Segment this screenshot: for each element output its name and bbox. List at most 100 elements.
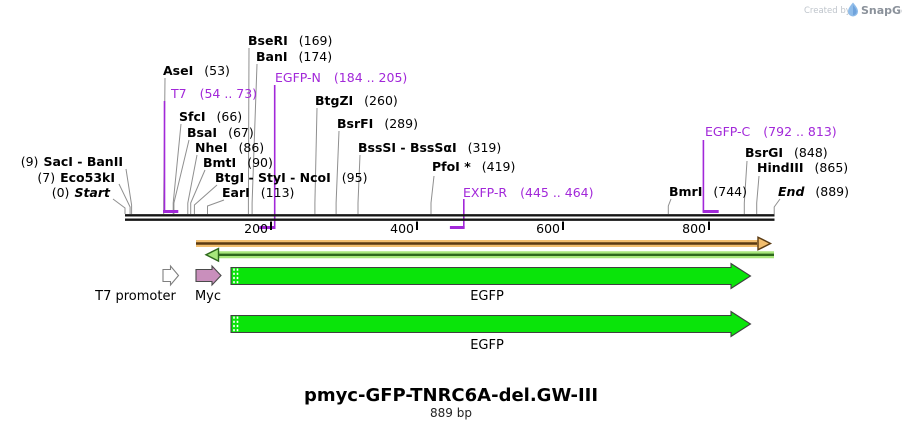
enzyme-label-eco53kI[interactable]: (7) Eco53kI: [37, 171, 115, 184]
t7-promoter-label[interactable]: T7 promoter: [95, 289, 176, 304]
enzyme-name: BsaI: [187, 125, 218, 140]
primer-label-t7[interactable]: T7 (54 .. 73): [171, 87, 257, 100]
enzyme-pos: (289): [384, 116, 418, 131]
myc-label[interactable]: Myc: [194, 289, 222, 304]
map-title: pmyc-GFP-TNRC6A-del.GW-III: [303, 385, 599, 406]
snapgene-logo-icon: [848, 2, 858, 17]
enzyme-pos: (174): [298, 49, 333, 64]
enzyme-label-pfoI[interactable]: PfoI * (419): [432, 160, 515, 173]
egfp-arrow-1[interactable]: [230, 262, 752, 290]
enzyme-name: BtgZI: [315, 93, 354, 108]
enzyme-label-bssSI[interactable]: BssSI - BssSαI (319): [358, 141, 501, 154]
watermark-brand: SnapGene: [861, 4, 902, 17]
enzyme-name: BsrFI: [337, 116, 374, 131]
enzyme-label-btgZI[interactable]: BtgZI (260): [315, 94, 398, 107]
enzyme-label-bmrI[interactable]: BmrI (744): [669, 185, 747, 198]
myc-arrow[interactable]: [195, 264, 222, 287]
leader-pfoI: [430, 175, 435, 214]
primer-name: T7: [171, 86, 187, 101]
map-length: 889 bp: [430, 406, 472, 420]
sequence-end-label[interactable]: End (889): [778, 185, 849, 198]
enzyme-pos: (7): [37, 170, 56, 185]
leader-bmtI: [190, 169, 206, 214]
enzyme-name: BmrI: [669, 184, 703, 199]
primer-marks: [163, 85, 719, 229]
primer-name: EGFP-C: [705, 124, 751, 139]
enzyme-label-bsrFI[interactable]: BsrFI (289): [337, 117, 418, 130]
watermark-created-by: Created by: [804, 6, 851, 16]
enzyme-pos: (744): [713, 184, 747, 199]
enzyme-label-bmtI[interactable]: BmtI (90): [203, 156, 273, 169]
egfp-label-1[interactable]: EGFP: [470, 289, 504, 304]
enzyme-name: EarI: [222, 185, 250, 200]
enzyme-label-sfcI[interactable]: SfcI (66): [179, 110, 242, 123]
enzyme-label-bsaI[interactable]: BsaI (67): [187, 126, 254, 139]
enzyme-name: HindIII: [757, 160, 804, 175]
enzyme-name: BsrGI: [745, 145, 784, 160]
orf-arrow-forward[interactable]: [196, 236, 773, 251]
leader-bssSI: [357, 154, 361, 214]
enzyme-pos: (66): [216, 109, 243, 124]
enzyme-label-btgI-styI-ncoI[interactable]: BtgI - StyI - NcoI (95): [215, 171, 367, 184]
enzyme-pos: (169): [298, 33, 333, 48]
primer-range: (54 .. 73): [199, 86, 258, 101]
leader-sacI: [125, 168, 133, 214]
primer-name: EGFP-N: [275, 70, 321, 85]
enzyme-label-earI[interactable]: EarI (113): [222, 186, 294, 199]
enzyme-name: BtgI - StyI - NcoI: [215, 170, 331, 185]
leader-bsrGI: [743, 160, 748, 214]
end-pos: (889): [815, 184, 850, 199]
enzyme-label-bsrGI[interactable]: BsrGI (848): [745, 146, 828, 159]
enzyme-pos: (95): [341, 170, 368, 185]
enzyme-name: PfoI *: [432, 159, 471, 174]
enzyme-pos: (419): [481, 159, 516, 174]
enzyme-pos: (9): [20, 154, 39, 169]
ruler-ticks: [270, 221, 710, 230]
orf-forward-arrowhead: [757, 236, 773, 251]
leader-hindIII: [756, 175, 760, 214]
enzyme-label-sacI-banII[interactable]: (9) SacI - BanII: [21, 155, 123, 168]
primer-range: (445 .. 464): [520, 185, 594, 200]
enzyme-label-hindIII[interactable]: HindIII (865): [757, 161, 848, 174]
primer-name: EXFP-R: [463, 185, 508, 200]
enzyme-pos: (53): [204, 63, 230, 78]
start-pos: (0): [51, 185, 70, 200]
leader-btgI: [193, 184, 218, 214]
end-name: End: [778, 184, 805, 199]
orf-reverse-arrowhead: [204, 247, 220, 263]
enzyme-pos: (865): [814, 160, 849, 175]
leader-bseRI: [247, 47, 250, 214]
enzyme-pos: (86): [238, 140, 265, 155]
enzyme-name: BmtI: [203, 155, 237, 170]
orf-arrow-reverse[interactable]: [204, 247, 774, 263]
enzyme-label-banI[interactable]: BanI (174): [256, 50, 332, 63]
sequence-start-label[interactable]: (0) Start: [52, 186, 110, 199]
leader-end: [773, 198, 781, 214]
enzyme-pos: (90): [247, 155, 273, 170]
primer-label-egfp-n[interactable]: EGFP-N (184 .. 205): [275, 71, 407, 84]
enzyme-name: SacI - BanII: [43, 154, 123, 169]
primer-label-exfp-r[interactable]: EXFP-R (445 .. 464): [463, 186, 594, 199]
enzyme-pos: (848): [794, 145, 828, 160]
enzyme-label-aseI[interactable]: AseI (53): [163, 64, 230, 77]
egfp-arrow-2-shape: [230, 310, 752, 338]
enzyme-pos: (319): [467, 140, 502, 155]
leader-nheI: [187, 154, 198, 214]
leader-lines: [112, 47, 781, 214]
egfp-arrow-2[interactable]: [230, 310, 752, 338]
enzyme-pos: (260): [364, 93, 398, 108]
egfp-label-2[interactable]: EGFP: [470, 338, 504, 353]
t7-promoter-arrow[interactable]: [162, 264, 180, 287]
primer-label-egfp-c[interactable]: EGFP-C (792 .. 813): [705, 125, 837, 138]
enzyme-name: BseRI: [248, 33, 288, 48]
leader-start: [112, 198, 126, 214]
ruler-label-400: 400: [390, 221, 414, 236]
enzyme-name: BssSI - BssSαI: [358, 140, 457, 155]
enzyme-label-nheI[interactable]: NheI (86): [195, 141, 264, 154]
leader-earI: [207, 199, 225, 214]
enzyme-label-bseRI[interactable]: BseRI (169): [248, 34, 332, 47]
leader-eco53kI: [118, 183, 131, 214]
primer-range: (792 .. 813): [763, 124, 837, 139]
